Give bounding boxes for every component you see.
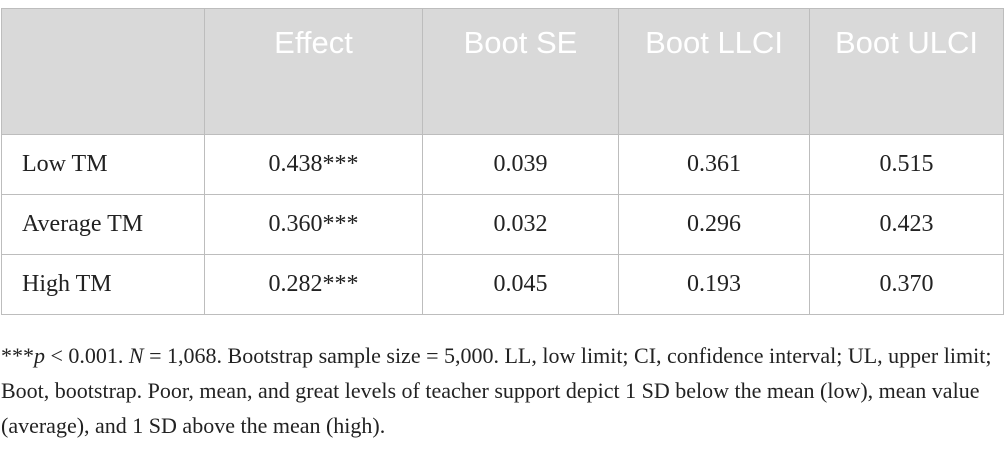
table-footnote: ***p < 0.001. N = 1,068. Bootstrap sampl… bbox=[1, 338, 1001, 443]
cell-effect: 0.438*** bbox=[204, 134, 423, 195]
cell-boot-ulci: 0.370 bbox=[809, 254, 1004, 315]
cell-boot-llci: 0.296 bbox=[618, 194, 810, 255]
p-value-text: < 0.001. bbox=[45, 343, 129, 368]
row-label: Low TM bbox=[1, 134, 205, 195]
header-effect: Effect bbox=[204, 8, 423, 135]
footnote-text: = 1,068. Bootstrap sample size = 5,000. … bbox=[1, 343, 992, 438]
cell-boot-llci: 0.361 bbox=[618, 134, 810, 195]
mediation-effects-table: Effect Boot SE Boot LLCI Boot ULCI Low T… bbox=[1, 8, 1004, 315]
row-label: Average TM bbox=[1, 194, 205, 255]
header-boot-se: Boot SE bbox=[422, 8, 619, 135]
header-empty bbox=[1, 8, 205, 135]
header-row: Effect Boot SE Boot LLCI Boot ULCI bbox=[1, 8, 1004, 135]
cell-boot-se: 0.032 bbox=[422, 194, 619, 255]
cell-effect: 0.360*** bbox=[204, 194, 423, 255]
significance-stars: *** bbox=[1, 343, 34, 368]
cell-boot-ulci: 0.515 bbox=[809, 134, 1004, 195]
cell-boot-llci: 0.193 bbox=[618, 254, 810, 315]
table-row: High TM 0.282*** 0.045 0.193 0.370 bbox=[1, 254, 1004, 315]
cell-effect: 0.282*** bbox=[204, 254, 423, 315]
header-boot-llci: Boot LLCI bbox=[618, 8, 810, 135]
header-boot-ulci: Boot ULCI bbox=[809, 8, 1004, 135]
table-row: Low TM 0.438*** 0.039 0.361 0.515 bbox=[1, 134, 1004, 195]
cell-boot-se: 0.039 bbox=[422, 134, 619, 195]
n-symbol: N bbox=[128, 343, 144, 368]
row-label: High TM bbox=[1, 254, 205, 315]
p-symbol: p bbox=[34, 343, 45, 368]
cell-boot-se: 0.045 bbox=[422, 254, 619, 315]
cell-boot-ulci: 0.423 bbox=[809, 194, 1004, 255]
table-row: Average TM 0.360*** 0.032 0.296 0.423 bbox=[1, 194, 1004, 255]
